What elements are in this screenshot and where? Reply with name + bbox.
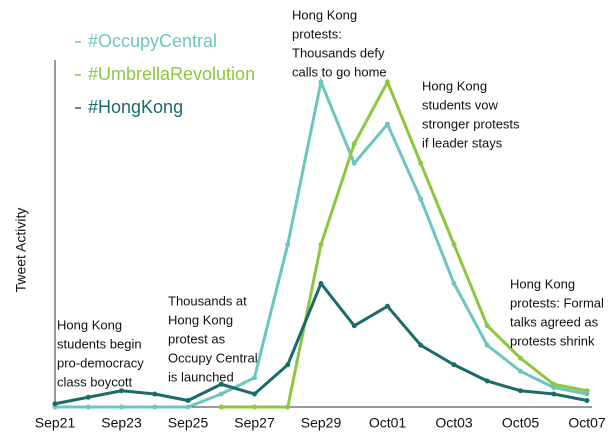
- annotation: Thousands at: [168, 293, 247, 308]
- data-point: [285, 362, 291, 368]
- data-point: [451, 242, 457, 247]
- data-point: [252, 375, 257, 381]
- data-point: [85, 404, 91, 410]
- data-point: [318, 242, 324, 247]
- annotation: if leader stays: [422, 135, 503, 150]
- annotation: class boycott: [57, 374, 133, 389]
- annotation: protests shrink: [510, 333, 595, 348]
- data-point: [119, 404, 124, 410]
- data-point: [418, 160, 424, 166]
- data-point: [385, 121, 390, 127]
- annotation: stronger protests: [422, 116, 520, 131]
- x-tick-label: Sep23: [101, 415, 142, 431]
- data-point: [385, 303, 390, 309]
- data-point: [451, 362, 457, 368]
- annotation: calls to go home: [292, 64, 387, 79]
- annotation: pro-democracy: [57, 355, 144, 370]
- data-point: [52, 401, 58, 407]
- series-line: [221, 78, 588, 409]
- data-point: [252, 404, 257, 410]
- y-axis-label: Tweet Activity: [13, 208, 29, 293]
- data-point: [351, 141, 357, 147]
- data-point: [385, 79, 390, 85]
- data-point: [418, 342, 424, 348]
- data-point: [218, 391, 224, 397]
- data-point: [185, 404, 191, 410]
- data-point: [152, 404, 158, 410]
- annotation: Hong Kong: [292, 7, 357, 22]
- x-tick-label: Oct05: [502, 415, 540, 431]
- annotation: Hong Kong: [510, 276, 575, 291]
- data-point: [518, 368, 523, 374]
- annotation: students vow: [422, 97, 498, 112]
- data-point: [318, 281, 324, 286]
- x-tick-label: Sep25: [168, 415, 209, 431]
- data-point: [418, 196, 424, 202]
- data-point: [351, 323, 357, 329]
- legend-label: #HongKong: [88, 97, 183, 117]
- data-point: [218, 381, 224, 387]
- annotation: protests:: [292, 26, 342, 41]
- data-point: [119, 388, 124, 394]
- annotation: protests: Formal: [510, 295, 604, 310]
- data-point: [152, 391, 158, 397]
- x-tick-label: Sep29: [301, 415, 342, 431]
- x-tick-label: Oct07: [568, 415, 606, 431]
- annotation: talks agreed as: [510, 314, 599, 329]
- data-point: [484, 323, 490, 329]
- data-point: [285, 242, 291, 247]
- data-point: [518, 388, 523, 394]
- data-point: [551, 381, 557, 387]
- annotation: Hong Kong: [422, 78, 487, 93]
- data-point: [518, 355, 523, 361]
- data-point: [285, 404, 291, 410]
- x-tick-label: Sep27: [234, 415, 275, 431]
- data-point: [85, 394, 91, 400]
- annotation: Thousands defy: [292, 45, 385, 60]
- x-tick-label: Oct01: [369, 415, 407, 431]
- legend-label: #OccupyCentral: [88, 31, 217, 51]
- annotation: students begin: [57, 336, 142, 351]
- x-tick-label: Sep21: [35, 415, 76, 431]
- data-point: [551, 391, 557, 397]
- annotation: Hong Kong: [168, 312, 233, 327]
- data-point: [351, 160, 357, 166]
- legend-label: #UmbrellaRevolution: [88, 64, 255, 84]
- annotation: Occupy Central: [168, 350, 258, 365]
- annotation: protest as: [168, 331, 226, 346]
- data-point: [484, 378, 490, 384]
- x-tick-label: Oct03: [435, 415, 473, 431]
- data-point: [218, 404, 224, 410]
- data-point: [318, 79, 324, 85]
- data-point: [451, 281, 457, 286]
- annotation: Hong Kong: [57, 317, 122, 332]
- annotation: is launched: [168, 369, 234, 384]
- data-point: [584, 388, 590, 394]
- data-point: [185, 398, 191, 403]
- data-point: [584, 398, 590, 403]
- data-point: [484, 342, 490, 348]
- data-point: [252, 391, 257, 397]
